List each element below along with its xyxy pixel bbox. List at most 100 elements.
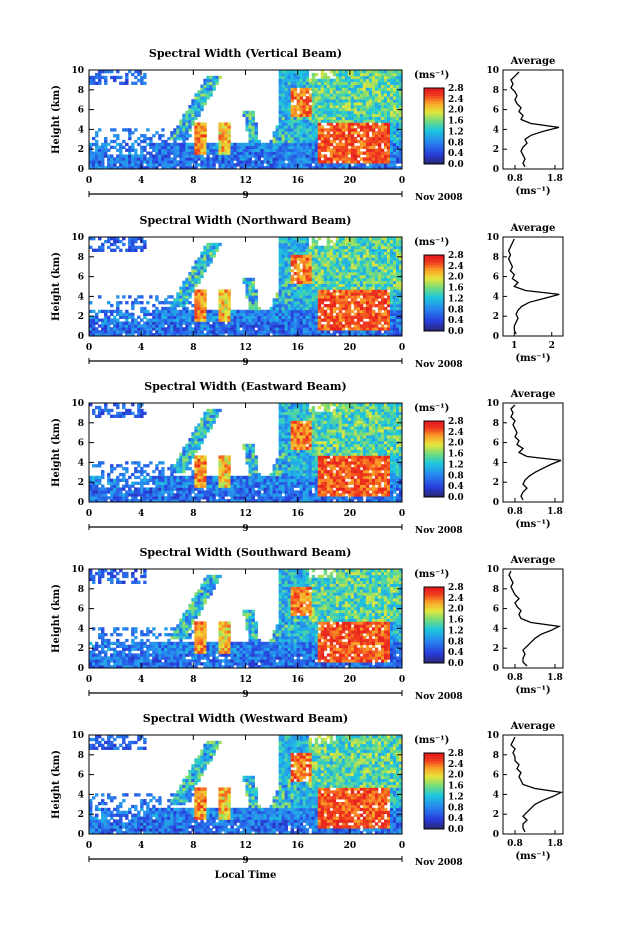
heatmap-cell: [206, 257, 209, 260]
heatmap-cell: [333, 310, 336, 313]
heatmap-cell: [194, 289, 197, 292]
heatmap-cell: [158, 470, 161, 473]
heatmap-cell: [363, 152, 366, 155]
heatmap-cell: [194, 96, 197, 99]
heatmap-cell: [384, 108, 387, 111]
heatmap-cell: [104, 149, 107, 152]
heatmap-cell: [363, 281, 366, 284]
heatmap-cell: [261, 146, 264, 149]
heatmap-cell: [122, 406, 125, 409]
heatmap-cell: [246, 149, 249, 152]
heatmap-cell: [170, 476, 173, 479]
heatmap-cell: [194, 122, 197, 125]
heatmap-cell: [342, 79, 345, 82]
heatmap-cell: [101, 487, 104, 490]
heatmap-cell: [101, 493, 104, 496]
heatmap-cell: [104, 240, 107, 243]
heatmap-cell: [336, 93, 339, 96]
heatmap-cell: [351, 99, 354, 102]
heatmap-cell: [261, 313, 264, 316]
average-x-tick-label: 0.8: [507, 174, 523, 184]
heatmap-cell: [351, 298, 354, 301]
heatmap-cell: [321, 287, 324, 290]
heatmap-cell: [164, 330, 167, 333]
heatmap-cell: [342, 120, 345, 123]
heatmap-cell: [288, 321, 291, 324]
heatmap-cell: [372, 266, 375, 269]
heatmap-cell: [294, 105, 297, 108]
heatmap-cell: [179, 122, 182, 125]
heatmap-cell: [239, 330, 242, 333]
heatmap-cell: [312, 149, 315, 152]
heatmap-cell: [279, 143, 282, 146]
heatmap-cell: [312, 85, 315, 88]
heatmap-cell: [92, 154, 95, 157]
average-title: Average: [510, 56, 556, 67]
heatmap-cell: [381, 327, 384, 330]
heatmap-cell: [336, 252, 339, 255]
heatmap-cell: [158, 149, 161, 152]
heatmap-cell: [258, 327, 261, 330]
heatmap-cell: [161, 324, 164, 327]
heatmap-cell: [185, 295, 188, 298]
heatmap-cell: [161, 467, 164, 470]
heatmap-cell: [221, 160, 224, 163]
heatmap-cell: [282, 284, 285, 287]
heatmap-cell: [348, 257, 351, 260]
heatmap-cell: [288, 114, 291, 117]
heatmap-cell: [363, 321, 366, 324]
heatmap-cell: [191, 327, 194, 330]
heatmap-cell: [182, 117, 185, 120]
heatmap-cell: [197, 146, 200, 149]
heatmap-cell: [339, 114, 342, 117]
heatmap-cell: [194, 102, 197, 105]
heatmap-cell: [264, 324, 267, 327]
heatmap-cell: [191, 289, 194, 292]
heatmap-cell: [342, 324, 345, 327]
heatmap-cell: [387, 73, 390, 76]
heatmap-cell: [291, 275, 294, 278]
heatmap-cell: [194, 447, 197, 450]
x-tick-label: 8: [190, 343, 196, 353]
heatmap-cell: [306, 266, 309, 269]
heatmap-cell: [279, 278, 282, 281]
heatmap-cell: [164, 487, 167, 490]
heatmap-cell: [170, 143, 173, 146]
heatmap-cell: [140, 479, 143, 482]
heatmap-cell: [294, 260, 297, 263]
heatmap-cell: [218, 149, 221, 152]
heatmap-cell: [255, 146, 258, 149]
x-tick-label: 4: [138, 343, 144, 353]
heatmap-cell: [318, 316, 321, 319]
heatmap-cell: [315, 146, 318, 149]
heatmap-cell: [369, 85, 372, 88]
heatmap-cell: [357, 117, 360, 120]
heatmap-cell: [249, 327, 252, 330]
heatmap-cell: [242, 111, 245, 114]
heatmap-cell: [167, 301, 170, 304]
heatmap-cell: [387, 160, 390, 163]
heatmap-cell: [339, 102, 342, 105]
heatmap-cell: [360, 73, 363, 76]
heatmap-cell: [369, 154, 372, 157]
heatmap-cell: [327, 289, 330, 292]
heatmap-cell: [312, 134, 315, 137]
heatmap-cell: [309, 160, 312, 163]
heatmap-cell: [200, 160, 203, 163]
heatmap-cell: [372, 82, 375, 85]
heatmap-cell: [324, 76, 327, 79]
heatmap-cell: [360, 108, 363, 111]
heatmap-cell: [206, 160, 209, 163]
heatmap-cell: [258, 163, 261, 166]
heatmap-cell: [98, 149, 101, 152]
heatmap-cell: [249, 298, 252, 301]
heatmap-cell: [369, 96, 372, 99]
heatmap-cell: [336, 284, 339, 287]
heatmap-cell: [321, 85, 324, 88]
colorbar-tick-label: 2.0: [448, 106, 464, 116]
month-year-label: Nov 2008: [415, 193, 463, 203]
heatmap-cell: [197, 321, 200, 324]
heatmap-cell: [249, 152, 252, 155]
heatmap-cell: [252, 327, 255, 330]
heatmap-cell: [339, 140, 342, 143]
